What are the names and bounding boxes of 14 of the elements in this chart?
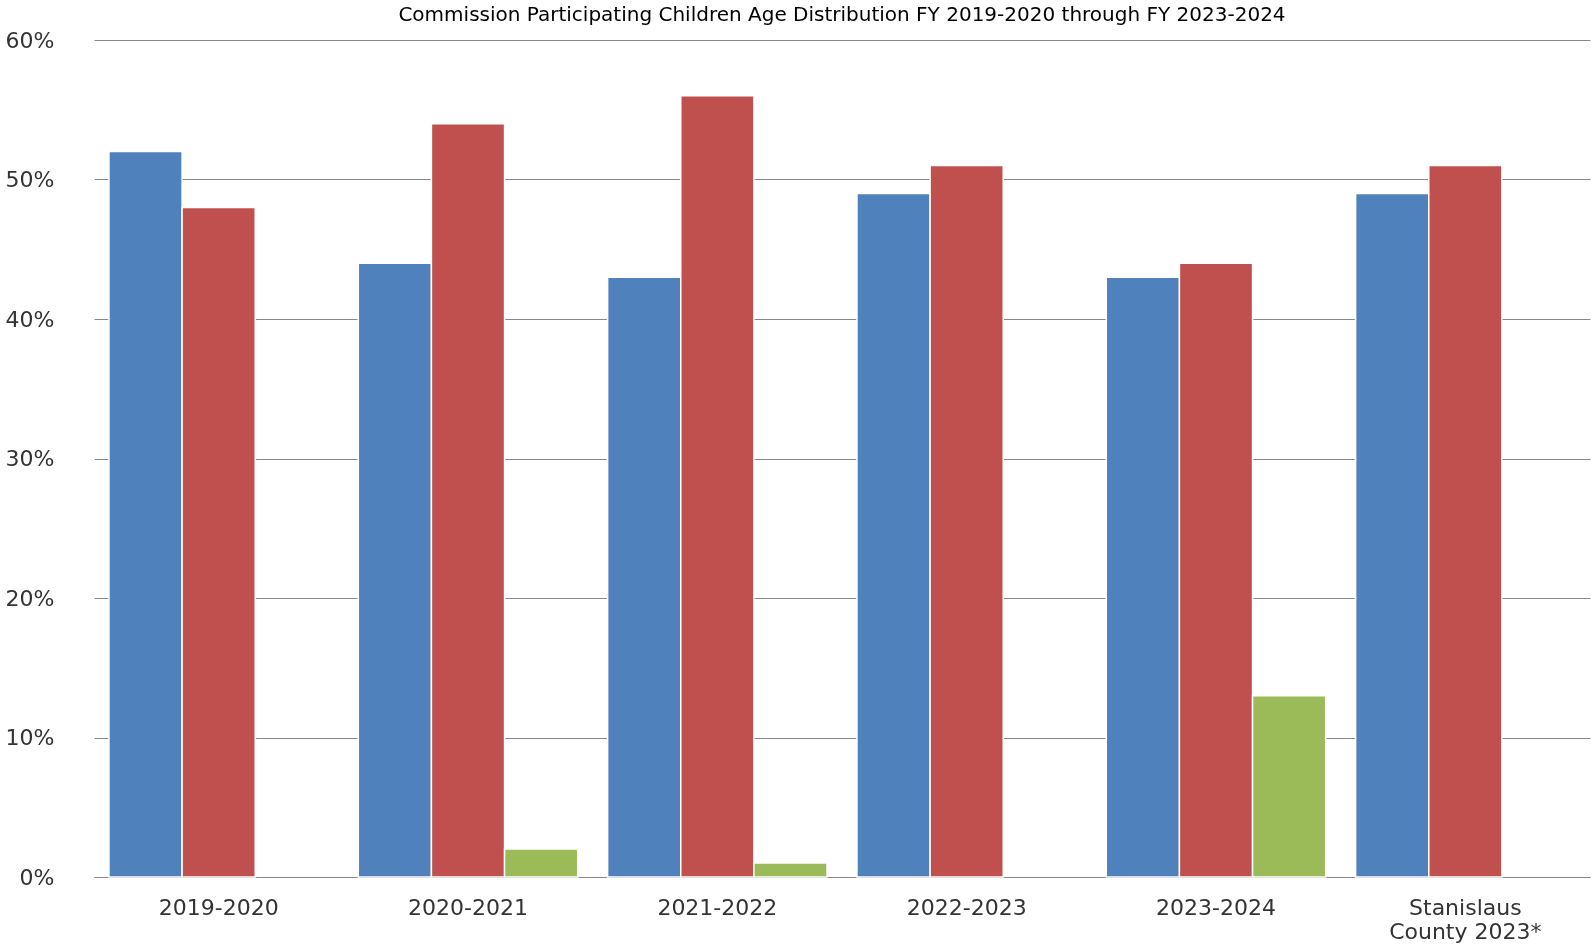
y-tick-label: 10% [5,725,55,750]
x-tick-label: Stanislaus County 2023* [1389,894,1542,944]
y-tick-label: 60% [5,27,55,53]
x-tick-label: 2023-2024 [1156,894,1276,920]
y-tick-label: 30% [5,446,55,471]
chart-title: Commission Participating Children Age Distribution FY 2019-2020 through FY 2023-2024 [398,2,1286,26]
x-tick-label: 2020-2021 [408,894,528,920]
y-tick-label: 20% [5,585,55,611]
x-tick-label: 2019-2020 [158,894,279,920]
y-tick-label: 0% [19,864,55,890]
y-tick-label: 50% [5,167,55,192]
x-tick-label: 2022-2023 [906,894,1027,920]
y-tick-label: 40% [5,306,55,332]
x-tick-label: 2021-2022 [657,894,778,920]
